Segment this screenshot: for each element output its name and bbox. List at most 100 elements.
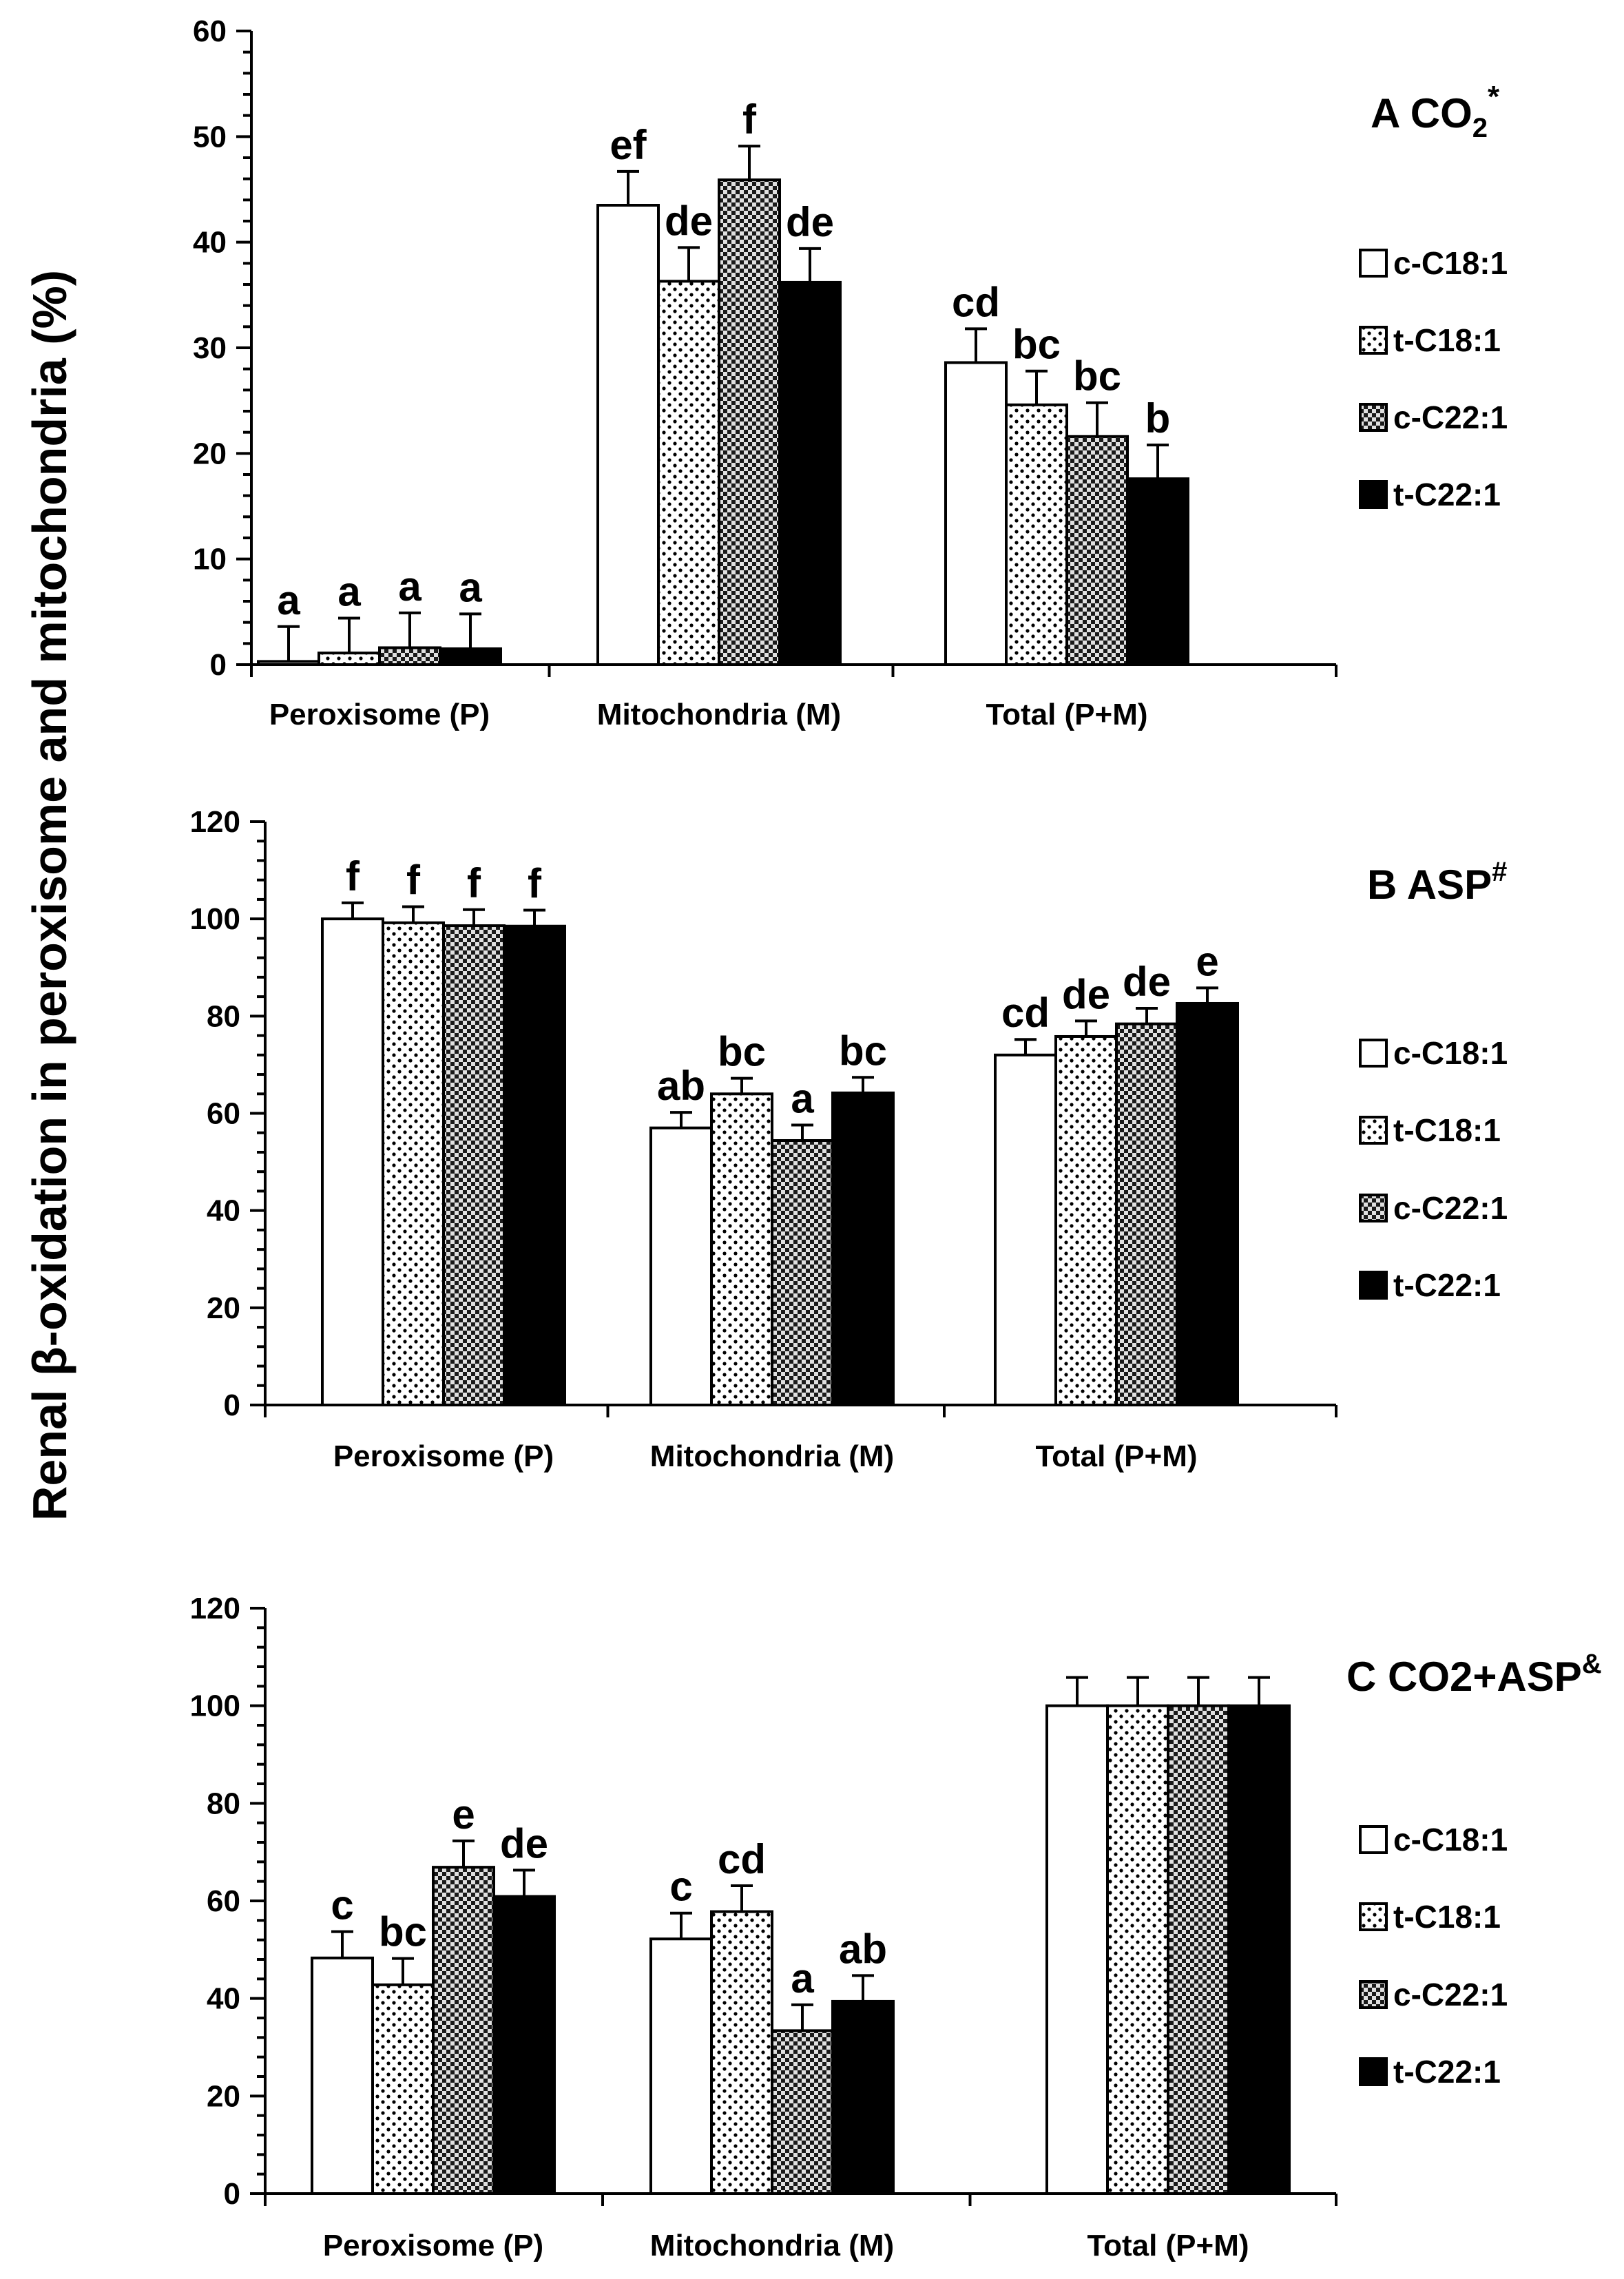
y-axis-label: Renal β-oxidation in peroxisome and mito… xyxy=(23,270,76,1521)
legend-label: t-C22:1 xyxy=(1393,477,1501,512)
significance-label: de xyxy=(786,199,834,245)
significance-label: f xyxy=(406,857,421,904)
bar-t-c18-1-2 xyxy=(1005,403,1068,666)
significance-label: c xyxy=(331,1882,353,1928)
significance-label: a xyxy=(277,577,300,623)
bar-c-c18-1-1 xyxy=(649,1126,713,1407)
bar-t-c22-1-1 xyxy=(831,1999,895,2196)
legend-swatch xyxy=(1359,1825,1388,1854)
legend-swatch xyxy=(1359,480,1388,509)
significance-label: ab xyxy=(657,1063,705,1109)
significance-label: e xyxy=(452,1791,475,1838)
category-label: Peroxisome (P) xyxy=(269,698,490,731)
bar-c-c18-1-0 xyxy=(321,917,384,1406)
category-label: Peroxisome (P) xyxy=(333,1439,554,1473)
bar-t-c18-1-1 xyxy=(710,1910,773,2195)
y-tick-label: 40 xyxy=(207,1982,240,2016)
y-tick-label: 50 xyxy=(193,120,227,154)
legend-swatch xyxy=(1359,1116,1388,1145)
bar-c-c22-1-0 xyxy=(442,924,506,1406)
significance-label: bc xyxy=(718,1029,766,1075)
legend-label: t-C22:1 xyxy=(1393,2054,1501,2090)
legend-swatch xyxy=(1359,1902,1388,1931)
bar-t-c22-1-0 xyxy=(439,647,502,666)
legend-label: t-C18:1 xyxy=(1393,322,1501,358)
significance-label: f xyxy=(467,860,481,906)
legend-label: c-C22:1 xyxy=(1393,399,1508,435)
y-tick-label: 100 xyxy=(190,902,240,936)
significance-label: a xyxy=(398,563,421,610)
significance-label: b xyxy=(1145,395,1171,441)
significance-label: bc xyxy=(1073,353,1121,399)
significance-label: a xyxy=(791,1075,814,1121)
panel-title: A CO2* xyxy=(1371,80,1500,143)
y-tick-label: 20 xyxy=(207,2079,240,2113)
bar-c-c18-1-1 xyxy=(649,1937,713,2195)
legend-swatch xyxy=(1359,1980,1388,2009)
legend-swatch xyxy=(1359,249,1388,278)
y-tick-label: 40 xyxy=(193,226,227,260)
y-tick-label: 0 xyxy=(224,2177,240,2211)
bar-t-c18-1-1 xyxy=(710,1092,773,1407)
significance-label: bc xyxy=(379,1909,427,1955)
bar-t-c22-1-1 xyxy=(831,1091,895,1406)
significance-label: cd xyxy=(718,1836,766,1882)
significance-label: c xyxy=(669,1864,692,1910)
panel-title: B ASP# xyxy=(1367,857,1507,908)
legend-label: t-C18:1 xyxy=(1393,1112,1501,1148)
significance-label: f xyxy=(528,860,542,906)
y-tick-label: 0 xyxy=(210,648,227,682)
legend-swatch xyxy=(1359,1039,1388,1068)
significance-label: f xyxy=(346,853,360,899)
bar-t-c22-1-1 xyxy=(778,280,842,666)
y-tick-label: 20 xyxy=(207,1291,240,1325)
y-tick-label: 120 xyxy=(190,805,240,839)
significance-label: f xyxy=(742,96,757,143)
significance-label: cd xyxy=(952,279,1000,325)
category-label: Mitochondria (M) xyxy=(597,698,841,731)
bar-c-c22-1-0 xyxy=(432,1866,495,2195)
category-label: Total (P+M) xyxy=(1087,2229,1249,2262)
y-tick-label: 60 xyxy=(207,1097,240,1131)
legend-label: t-C22:1 xyxy=(1393,1267,1501,1303)
legend-swatch xyxy=(1359,2057,1388,2086)
y-tick-label: 40 xyxy=(207,1194,240,1228)
significance-label: cd xyxy=(1001,990,1050,1036)
bar-c-c18-1-1 xyxy=(596,204,660,666)
bar-t-c22-1-2 xyxy=(1176,1001,1239,1406)
panel-title: C CO2+ASP& xyxy=(1346,1649,1602,1700)
legend-label: t-C18:1 xyxy=(1393,1899,1501,1935)
bar-t-c22-1-2 xyxy=(1126,477,1189,667)
significance-label: a xyxy=(459,564,482,610)
bar-t-c22-1-2 xyxy=(1227,1704,1291,2196)
significance-label: a xyxy=(337,569,361,615)
bar-c-c18-1-0 xyxy=(311,1956,374,2195)
significance-label: de xyxy=(1062,971,1110,1017)
legend-label: c-C18:1 xyxy=(1393,1035,1508,1071)
category-label: Peroxisome (P) xyxy=(323,2229,543,2262)
y-tick-label: 80 xyxy=(207,1787,240,1820)
bar-c-c18-1-0 xyxy=(257,660,320,667)
significance-label: e xyxy=(1196,938,1218,984)
bar-t-c18-1-0 xyxy=(382,921,445,1406)
bar-t-c18-1-0 xyxy=(317,652,381,667)
category-label: Total (P+M) xyxy=(986,698,1147,731)
significance-label: de xyxy=(1123,959,1171,1005)
legend-label: c-C22:1 xyxy=(1393,1977,1508,2012)
legend-swatch xyxy=(1359,1271,1388,1300)
bar-c-c18-1-2 xyxy=(994,1053,1057,1407)
bar-t-c22-1-0 xyxy=(503,924,566,1406)
y-tick-label: 60 xyxy=(193,14,227,48)
bar-t-c18-1-1 xyxy=(657,280,720,666)
category-label: Mitochondria (M) xyxy=(650,1439,894,1473)
y-tick-label: 60 xyxy=(207,1884,240,1918)
y-tick-label: 120 xyxy=(190,1592,240,1625)
bar-c-c22-1-0 xyxy=(378,646,441,667)
bar-t-c22-1-0 xyxy=(492,1895,556,2195)
y-tick-label: 100 xyxy=(190,1689,240,1723)
significance-label: de xyxy=(500,1820,548,1866)
legend-swatch xyxy=(1359,1194,1388,1222)
